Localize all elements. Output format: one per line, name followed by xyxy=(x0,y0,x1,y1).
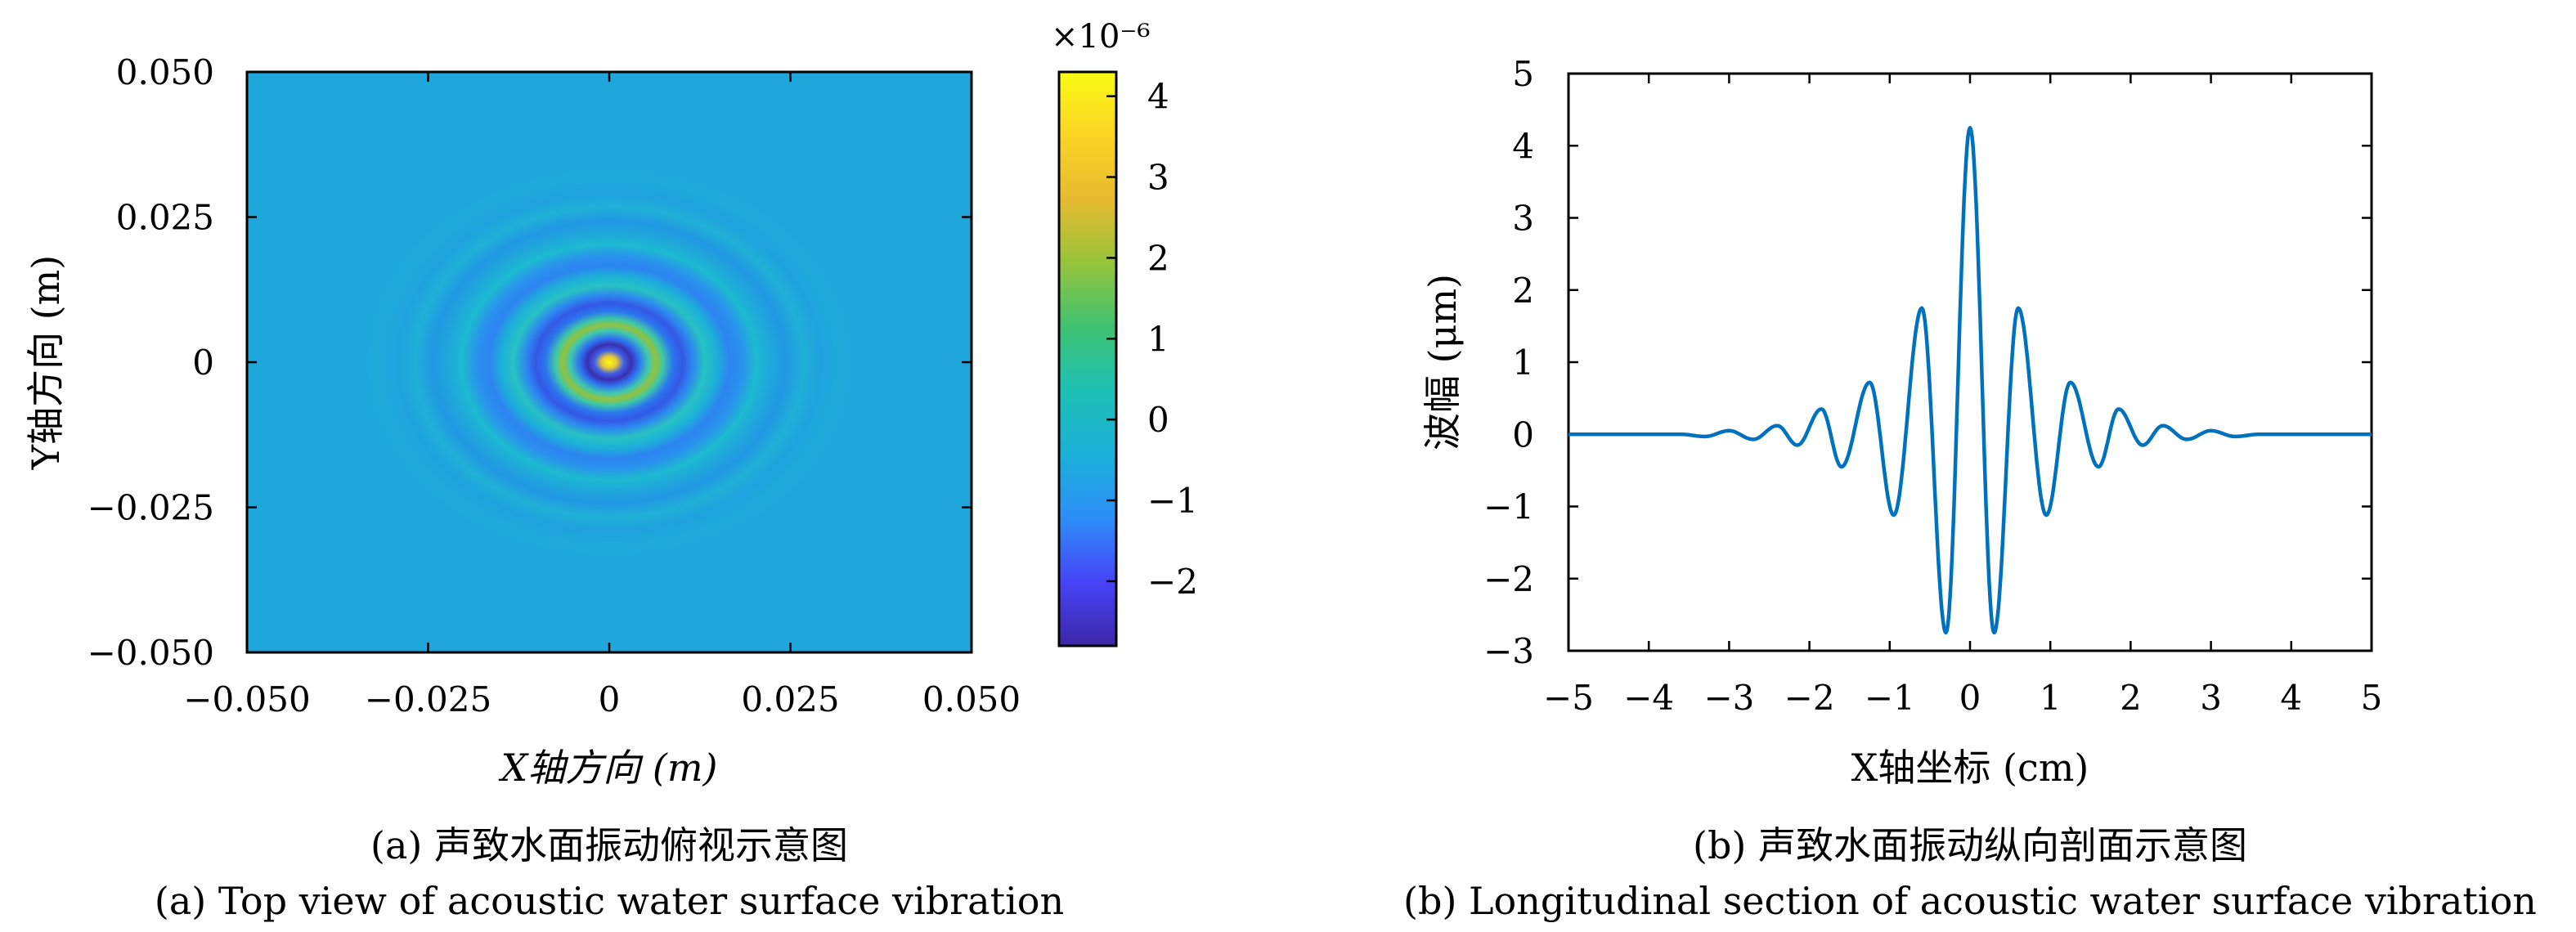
series-line-amplitude xyxy=(1568,125,2372,635)
heatmap-ripple-pattern xyxy=(364,166,855,558)
line-y-tick-label: 0 xyxy=(1512,414,1534,455)
colorbar-tick-label: −2 xyxy=(1147,562,1198,602)
caption-b-english: (b) Longitudinal section of acoustic wat… xyxy=(1403,879,2537,923)
colorbar-tick-label: 3 xyxy=(1147,158,1169,198)
colorbar-tick-label: 0 xyxy=(1147,400,1169,440)
line-chart-panel: −5 −4 −3 −2 −1 0 1 2 3 4 5 5 4 3 2 1 0 −1 −2 −3 X轴坐标 (cm) 波… xyxy=(1403,54,2537,923)
colorbar-tick-label: 2 xyxy=(1147,238,1169,278)
colorbar-multiplier: ×10⁻⁶ xyxy=(1051,18,1151,56)
heatmap-panel: −0.050 −0.025 0 0.025 0.050 0.050 0.025 0 −0.025… xyxy=(24,18,1198,923)
line-x-tick-label: 2 xyxy=(2120,678,2142,718)
colorbar-ticks: 4 3 2 1 0 −1 −2 xyxy=(1106,77,1198,602)
line-x-tick-label: 3 xyxy=(2200,678,2222,718)
line-y-tick-label: 5 xyxy=(1512,54,1534,94)
line-y-tick-label: −1 xyxy=(1483,487,1534,527)
line-x-tick-label: −3 xyxy=(1703,678,1754,718)
line-chart-ticks: −5 −4 −3 −2 −1 0 1 2 3 4 5 5 4 3 2 1 0 −1 −2 −3 xyxy=(1483,54,2382,718)
line-x-tick-label: 4 xyxy=(2280,678,2302,718)
line-x-tick-label: 0 xyxy=(1959,678,1981,718)
heatmap-x-tick-label: 0 xyxy=(599,679,621,719)
line-y-tick-label: −3 xyxy=(1483,631,1534,671)
heatmap-x-tick-label: −0.050 xyxy=(183,679,310,719)
line-y-tick-label: 4 xyxy=(1512,126,1534,166)
colorbar-tick-label: 1 xyxy=(1147,319,1169,359)
heatmap-y-tick-label: 0.050 xyxy=(116,52,214,92)
line-y-axis-label: 波幅 (μm) xyxy=(1420,274,1465,450)
line-x-tick-label: −4 xyxy=(1623,678,1674,718)
line-x-tick-label: −1 xyxy=(1865,678,1915,718)
colorbar-tick-label: 4 xyxy=(1147,77,1169,117)
caption-a-english: (a) Top view of acoustic water surface v… xyxy=(155,879,1064,923)
heatmap-x-axis-label: X轴方向 (m) xyxy=(499,746,718,790)
heatmap-y-tick-label: 0 xyxy=(192,343,214,383)
heatmap-x-tick-label: −0.025 xyxy=(365,679,491,719)
heatmap-y-tick-label: −0.025 xyxy=(88,488,214,528)
heatmap-x-tick-label: 0.050 xyxy=(922,679,1021,719)
line-x-tick-label: −2 xyxy=(1784,678,1835,718)
heatmap-x-tick-label: 0.025 xyxy=(741,679,839,719)
caption-a-chinese: (a) 声致水面振动俯视示意图 xyxy=(370,823,848,867)
line-x-axis-label: X轴坐标 (cm) xyxy=(1851,746,2089,790)
line-x-tick-label: 5 xyxy=(2361,678,2383,718)
line-y-tick-label: 1 xyxy=(1512,343,1534,383)
heatmap-y-tick-label: 0.025 xyxy=(116,198,214,238)
heatmap-y-axis-label: Y轴方向 (m) xyxy=(24,255,68,471)
line-y-tick-label: 3 xyxy=(1512,199,1534,239)
caption-b-chinese: (b) 声致水面振动纵向剖面示意图 xyxy=(1693,823,2247,867)
line-x-tick-label: 1 xyxy=(2040,678,2062,718)
colorbar-tick-label: −1 xyxy=(1147,481,1198,521)
line-x-tick-label: −5 xyxy=(1543,678,1594,718)
heatmap-y-tick-label: −0.050 xyxy=(88,633,214,673)
colorbar xyxy=(1057,70,1118,647)
line-y-tick-label: 2 xyxy=(1512,271,1534,311)
line-plot-area xyxy=(1567,72,2373,652)
line-y-tick-label: −2 xyxy=(1483,559,1534,599)
heatmap-ticks: −0.050 −0.025 0 0.025 0.050 0.050 0.025 0 −0.025… xyxy=(88,52,1021,719)
